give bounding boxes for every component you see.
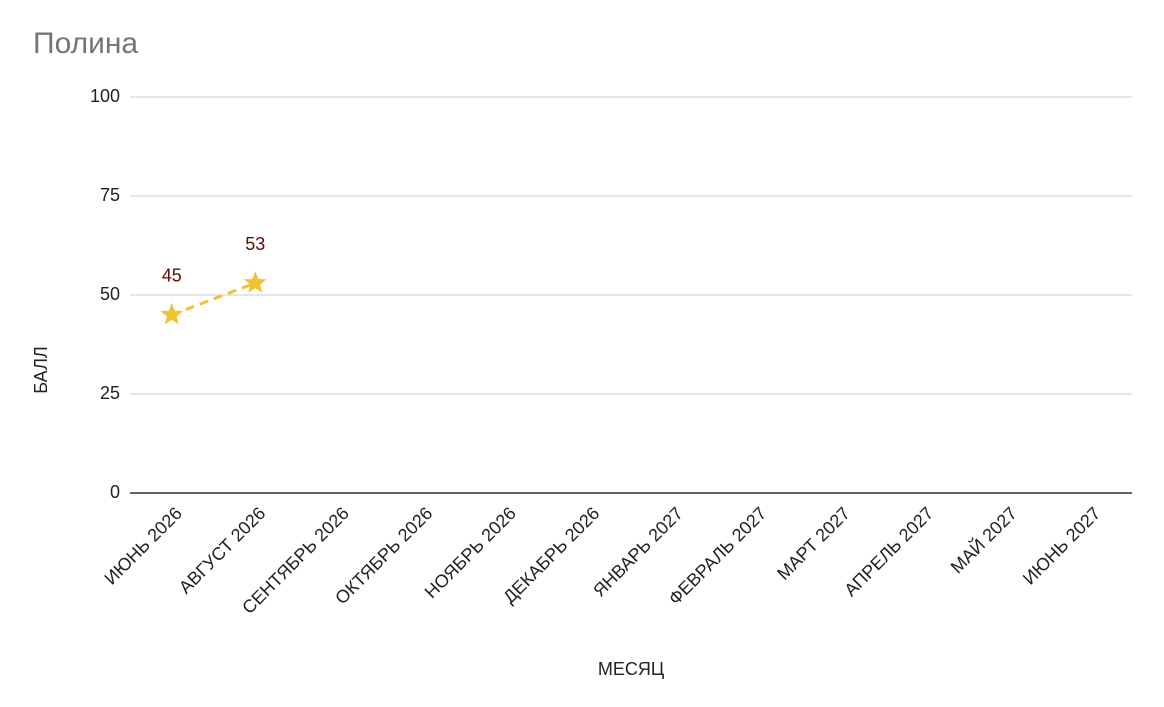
y-tick-label: 50 [100,284,120,304]
x-tick-label: МАРТ 2027 [773,503,854,584]
x-tick-label: АВГУСТ 2026 [175,503,269,597]
y-tick-label: 75 [100,185,120,205]
series-line [171,281,256,317]
y-tick-label: 0 [110,482,120,502]
x-tick-label: ИЮНЬ 2027 [1019,503,1105,589]
y-tick-label: 25 [100,383,120,403]
x-tick-label: МАЙ 2027 [946,502,1021,577]
x-tick-label: АПРЕЛЬ 2027 [840,503,937,600]
data-label: 45 [162,266,182,286]
x-axis-label: МЕСЯЦ [598,659,664,679]
data-label: 53 [245,234,265,254]
point-marker [160,302,184,325]
point-marker [243,271,267,293]
y-tick-label: 100 [90,86,120,106]
chart-title: Полина [33,27,138,60]
x-tick-label: ИЮНЬ 2026 [100,503,186,589]
y-axis-label: БАЛЛ [31,346,51,393]
